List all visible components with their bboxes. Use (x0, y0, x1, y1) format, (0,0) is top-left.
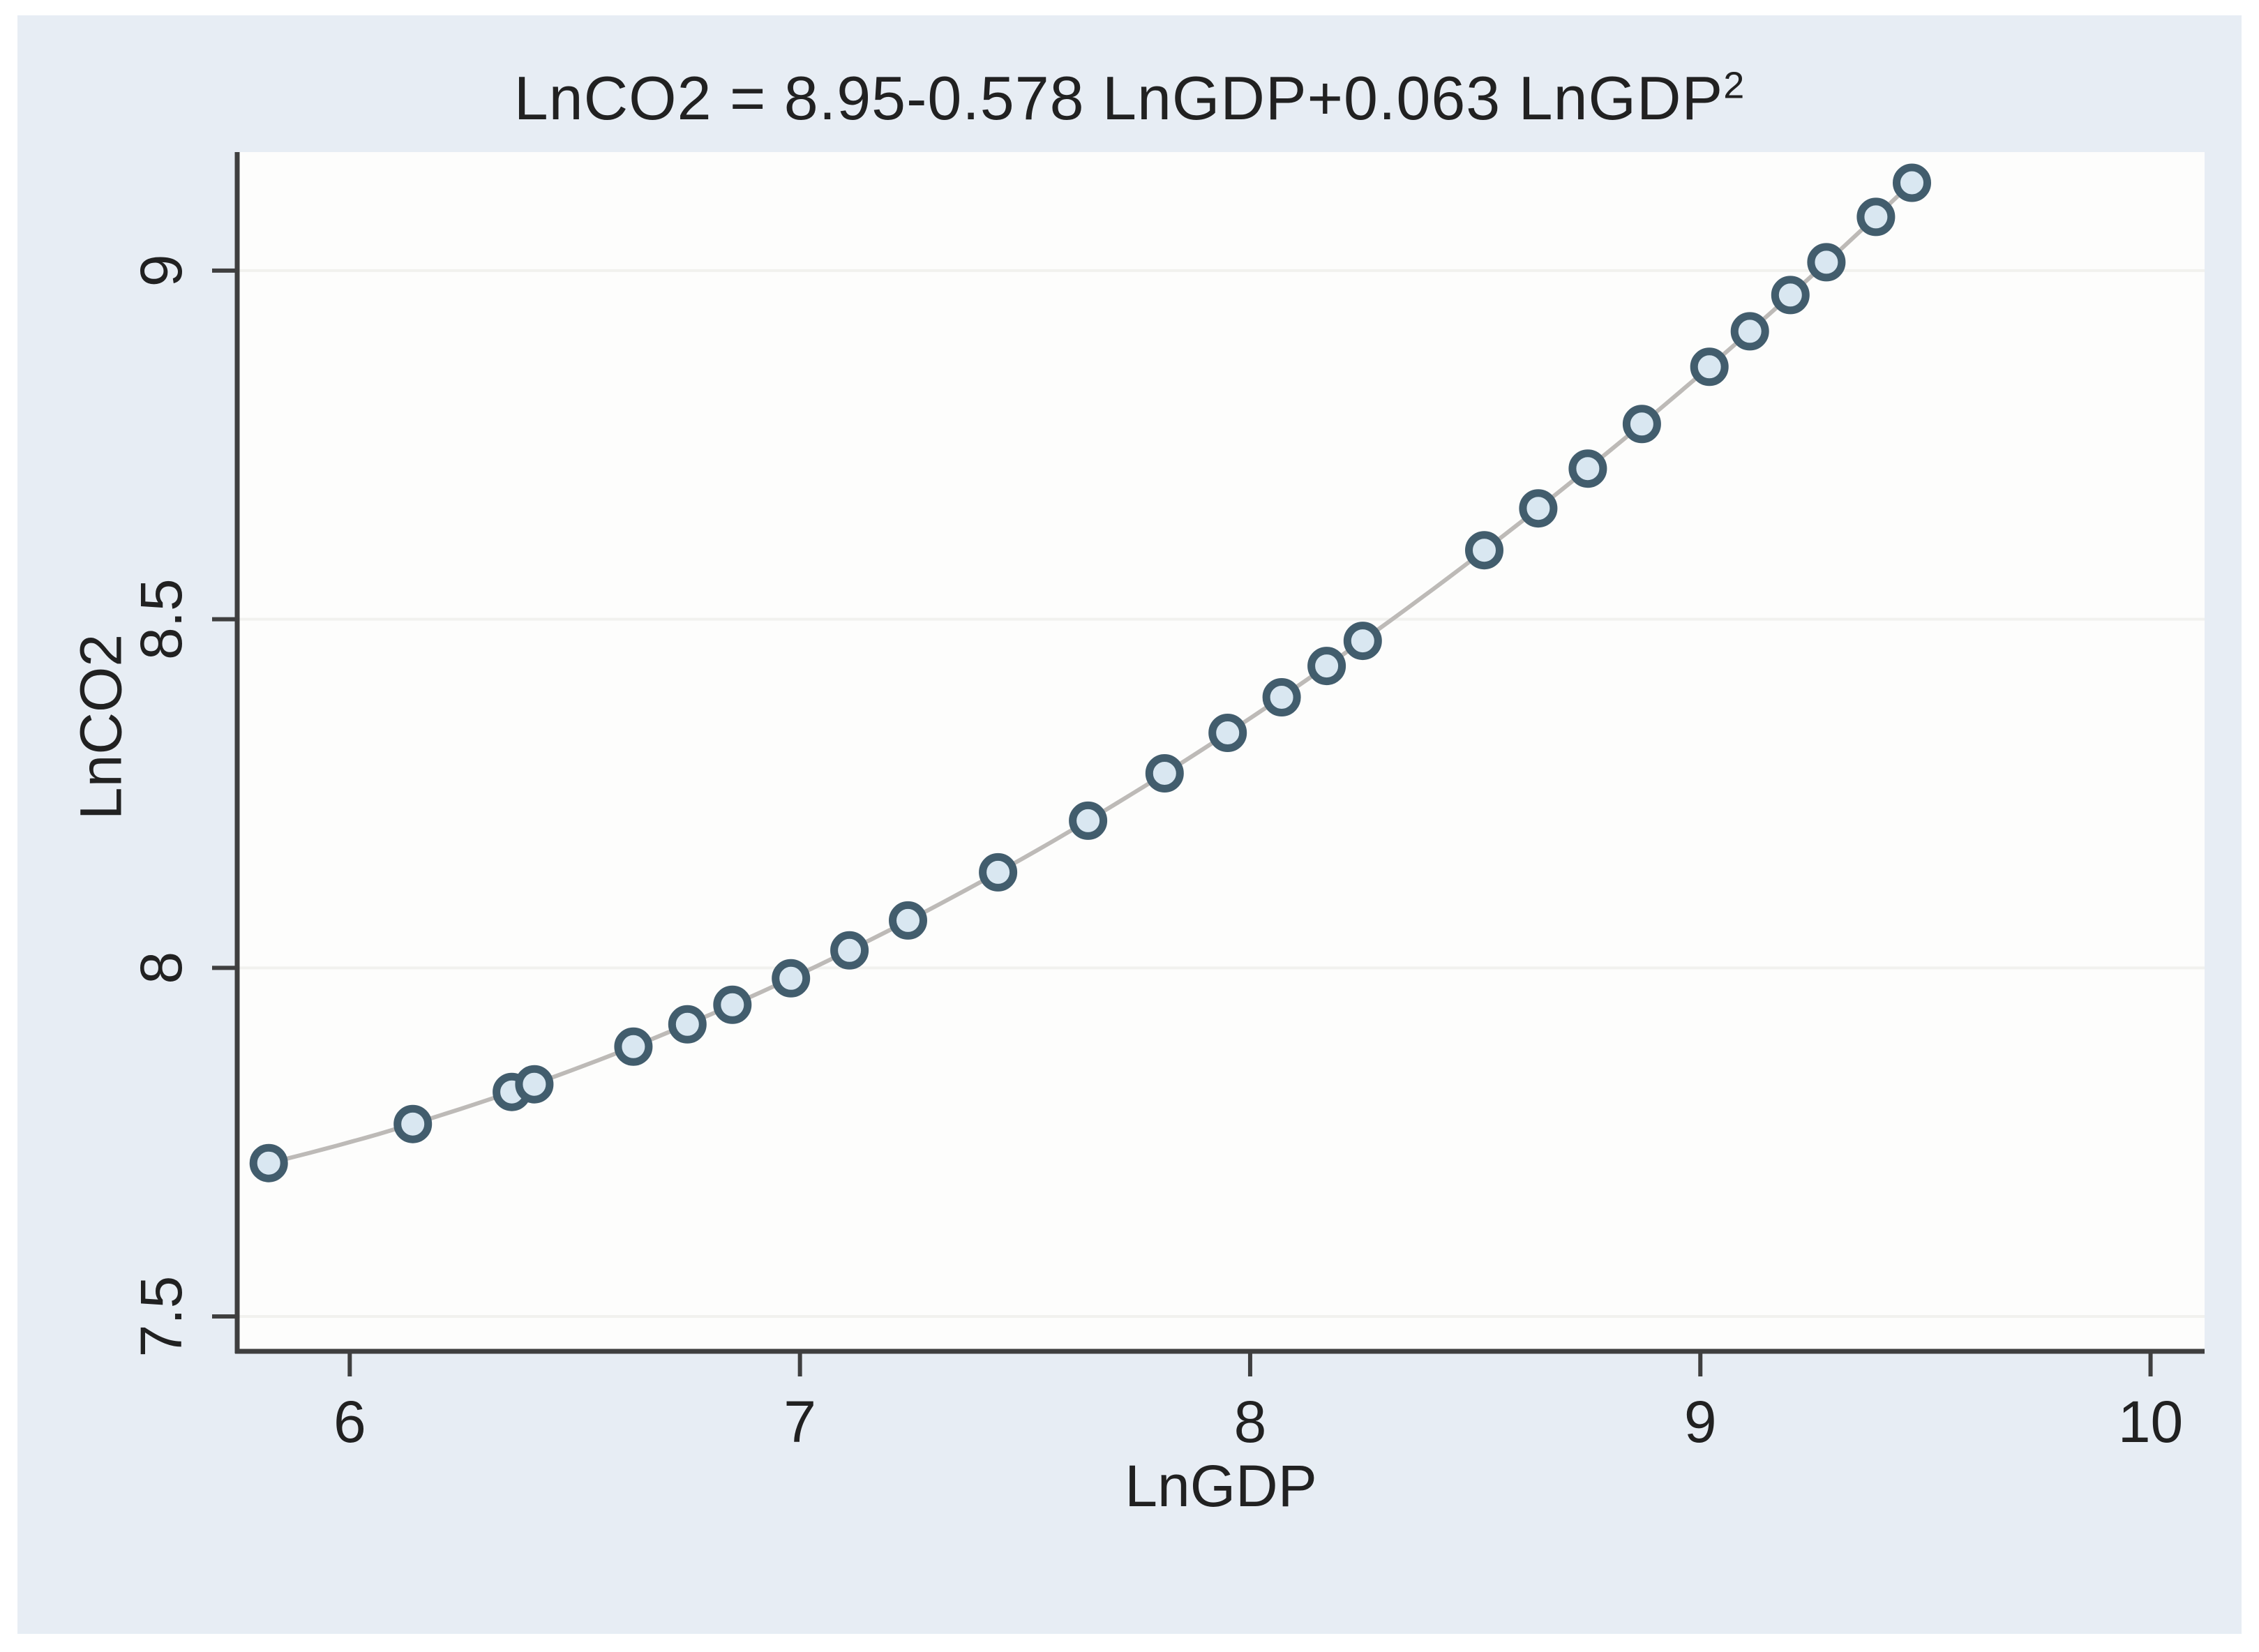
data-point (713, 985, 752, 1024)
chart-title-exponent: 2 (1723, 64, 1746, 107)
data-point (1771, 276, 1810, 315)
data-point (1807, 243, 1846, 282)
data-point (1690, 347, 1729, 386)
data-point (614, 1027, 653, 1066)
data-point (1069, 801, 1108, 840)
data-point (1519, 489, 1558, 528)
y-axis-tick-label: 8.5 (128, 578, 194, 660)
data-point (1730, 312, 1769, 351)
x-axis-tick-label: 8 (1234, 1389, 1267, 1455)
data-point (979, 853, 1018, 892)
data-point (889, 901, 927, 940)
y-axis-tick-label: 8 (128, 952, 194, 984)
chart-title-text: LnCO2 = 8.95-0.578 LnGDP+0.063 LnGDP (513, 63, 1724, 133)
data-point (772, 959, 811, 998)
data-point (249, 1143, 288, 1182)
data-point (515, 1065, 554, 1104)
x-axis-title: LnGDP (1125, 1453, 1317, 1519)
data-point (1856, 197, 1896, 236)
chart-title: LnCO2 = 8.95-0.578 LnGDP+0.063 LnGDP2 (17, 63, 2242, 134)
data-point (1343, 622, 1382, 661)
data-point (1893, 163, 1931, 202)
data-point (1307, 647, 1346, 686)
y-axis-tick-label: 7.5 (128, 1276, 194, 1358)
plot-area: 6 7 8 9 10 7.5 8 8.5 9 (128, 152, 2205, 1455)
x-axis-tick-label: 7 (783, 1389, 816, 1455)
x-axis-tick-label: 9 (1684, 1389, 1717, 1455)
data-point (830, 931, 869, 970)
data-point (1568, 449, 1607, 488)
x-axis-tick-label: 6 (333, 1389, 366, 1455)
figure-canvas: LnCO2 = 8.95-0.578 LnGDP+0.063 LnGDP2 Ln… (17, 15, 2242, 1634)
data-point (1145, 754, 1184, 793)
plot-background (237, 152, 2205, 1351)
data-point (1208, 714, 1247, 752)
data-point (1262, 678, 1301, 716)
y-axis-tick-label: 9 (128, 255, 194, 287)
x-axis-tick-label: 10 (2118, 1389, 2183, 1455)
data-point (393, 1104, 433, 1143)
data-point (1465, 531, 1503, 570)
data-point (668, 1005, 707, 1044)
data-point (1622, 405, 1661, 444)
